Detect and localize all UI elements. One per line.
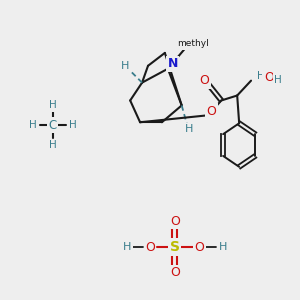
Text: H: H [274, 75, 282, 85]
Text: H: H [123, 242, 131, 252]
Text: H: H [257, 71, 265, 81]
Text: H: H [121, 61, 129, 71]
Text: H: H [49, 140, 57, 150]
Text: H: H [184, 124, 193, 134]
Text: S: S [170, 240, 180, 254]
Text: H: H [219, 242, 227, 252]
Text: C: C [49, 119, 57, 132]
Text: O: O [206, 105, 216, 118]
Text: N: N [168, 57, 178, 70]
Text: O: O [170, 215, 180, 228]
Text: H: H [69, 120, 76, 130]
Text: methyl: methyl [177, 40, 208, 49]
Text: O: O [145, 241, 155, 254]
Text: H: H [49, 100, 57, 110]
Text: O: O [200, 74, 209, 87]
Text: O: O [264, 71, 274, 84]
Text: H: H [29, 120, 37, 130]
Text: O: O [170, 266, 180, 279]
Text: O: O [195, 241, 205, 254]
